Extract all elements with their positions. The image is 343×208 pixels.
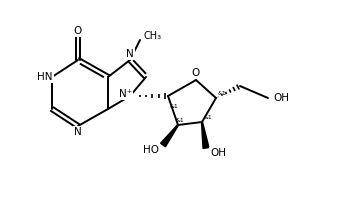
Polygon shape [201,122,209,149]
Text: &1: &1 [176,118,185,123]
Text: OH: OH [210,148,226,158]
Text: N⁺: N⁺ [119,89,132,99]
Text: &1: &1 [170,104,179,109]
Text: OH: OH [273,93,289,103]
Text: HN: HN [37,72,53,82]
Text: O: O [192,68,200,78]
Text: &1: &1 [204,115,213,120]
Polygon shape [161,125,178,147]
Text: &1: &1 [218,91,227,96]
Text: HO: HO [143,145,159,155]
Text: N: N [126,49,134,59]
Text: N: N [74,127,82,137]
Text: CH₃: CH₃ [144,31,162,41]
Text: O: O [74,26,82,36]
